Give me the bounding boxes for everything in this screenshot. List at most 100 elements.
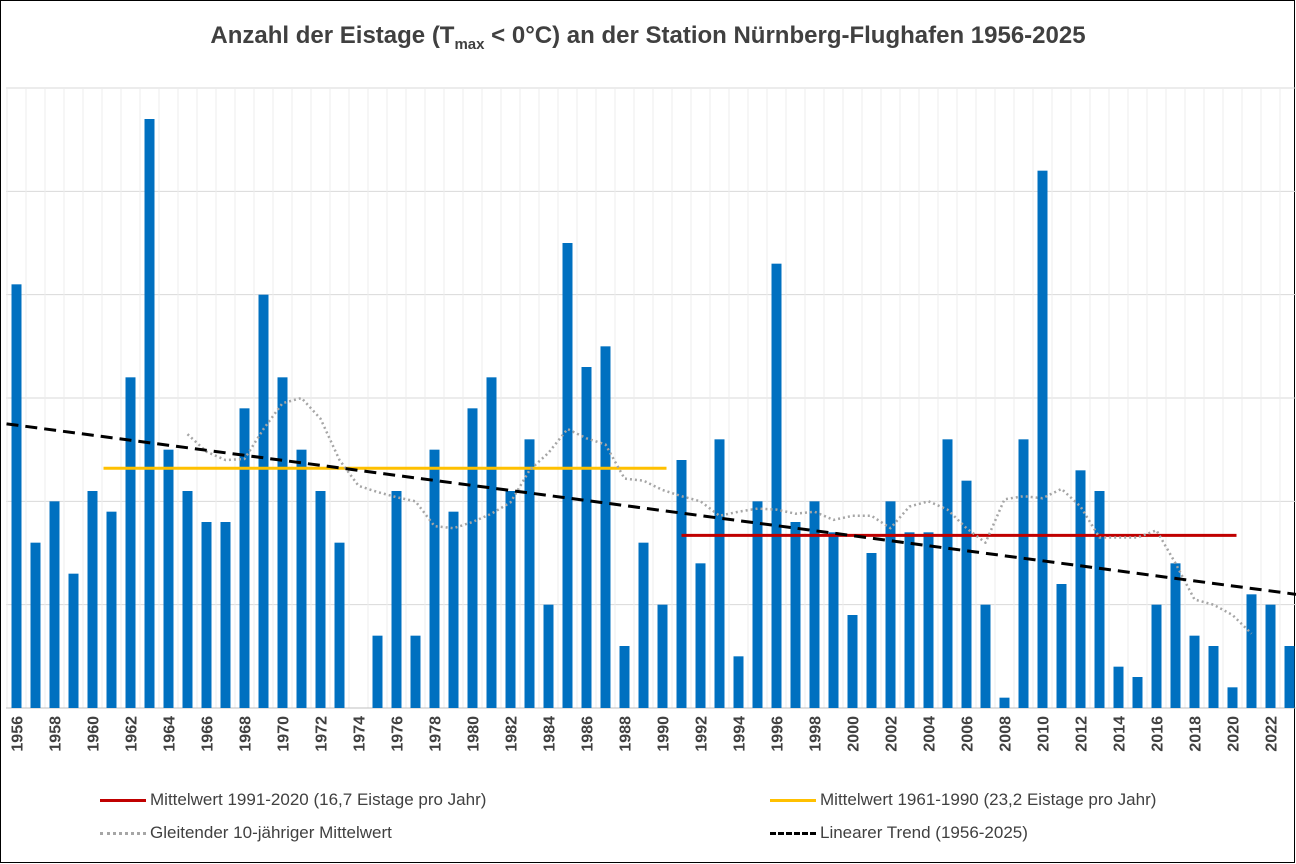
legend-swatch-yellow [770, 798, 816, 802]
bar-2012 [1075, 470, 1086, 708]
bar-1998 [809, 501, 820, 708]
bar-1983 [524, 439, 535, 708]
x-tick-label: 2012 [1074, 716, 1091, 752]
legend-label-moving-average: Gleitender 10-jähriger Mittelwert [150, 823, 392, 842]
bar-1972 [315, 491, 326, 708]
bar-1968 [239, 408, 250, 708]
legend-label-trend: Linearer Trend (1956-2025) [820, 823, 1028, 842]
bar-1993 [714, 439, 725, 708]
bar-1962 [125, 377, 136, 708]
bar-1984 [543, 604, 554, 708]
legend-label-mean-1991-2020: Mittelwert 1991-2020 (16,7 Eistage pro J… [150, 790, 487, 809]
x-tick-label: 2022 [1264, 716, 1281, 752]
x-tick-label: 1962 [124, 716, 141, 752]
legend-mean-1961-1990: Mittelwert 1961-1990 (23,2 Eistage pro J… [770, 790, 1156, 810]
bar-1999 [828, 532, 839, 708]
bar-1977 [410, 635, 421, 708]
legend-label-mean-1961-1990: Mittelwert 1961-1990 (23,2 Eistage pro J… [820, 790, 1157, 809]
x-tick-label: 1996 [770, 716, 787, 752]
bar-2002 [885, 501, 896, 708]
bar-2005 [942, 439, 953, 708]
bar-1960 [87, 491, 98, 708]
bar-2008 [999, 697, 1010, 708]
bar-1996 [771, 263, 782, 708]
x-tick-label: 1958 [48, 716, 65, 752]
bar-2006 [961, 480, 972, 708]
legend-swatch-dotted [100, 831, 146, 835]
bar-2003 [904, 532, 915, 708]
x-tick-label: 1960 [86, 716, 103, 752]
bar-2018 [1189, 635, 1200, 708]
x-tick-label: 2010 [1036, 716, 1053, 752]
bar-1991 [676, 460, 687, 708]
bar-2011 [1056, 584, 1067, 708]
bar-2014 [1113, 666, 1124, 708]
x-tick-label: 1994 [732, 716, 749, 752]
x-tick-label: 1956 [10, 716, 27, 752]
bar-1956 [11, 284, 22, 708]
x-tick-label: 2008 [998, 716, 1015, 752]
title-main: Anzahl der Eistage (T [210, 22, 455, 49]
bar-2010 [1037, 170, 1048, 708]
bar-2021 [1246, 594, 1257, 708]
bar-1975 [372, 635, 383, 708]
x-tick-label: 1982 [504, 716, 521, 752]
bar-1989 [638, 542, 649, 708]
bar-2004 [923, 532, 934, 708]
bar-2016 [1151, 604, 1162, 708]
legend-trend: Linearer Trend (1956-2025) [770, 823, 1028, 843]
bar-1969 [258, 294, 269, 708]
x-tick-label: 1976 [390, 716, 407, 752]
legend-swatch-red [100, 798, 146, 802]
title-subscript: max [454, 35, 485, 53]
title-rest: < 0°C) an der Station Nürnberg-Flughafen… [484, 22, 1086, 49]
bar-2000 [847, 615, 858, 708]
bar-1966 [201, 522, 212, 708]
x-tick-label: 2006 [960, 716, 977, 752]
bar-1978 [429, 449, 440, 708]
linear-trend-line [6, 422, 1296, 596]
bar-1967 [220, 522, 231, 708]
bar-2017 [1170, 563, 1181, 708]
bar-1961 [106, 511, 117, 708]
gridlines [6, 87, 1296, 709]
x-tick-label: 1984 [542, 716, 559, 752]
bar-1987 [600, 346, 611, 708]
legend-moving-average: Gleitender 10-jähriger Mittelwert [100, 823, 392, 843]
x-tick-label: 2014 [1112, 716, 1129, 752]
x-tick-label: 1990 [656, 716, 673, 752]
x-tick-label: 2000 [846, 716, 863, 752]
bar-2023 [1284, 646, 1295, 708]
x-tick-label: 2004 [922, 716, 939, 752]
legend-mean-1991-2020: Mittelwert 1991-2020 (16,7 Eistage pro J… [100, 790, 486, 810]
bar-1990 [657, 604, 668, 708]
bar-1970 [277, 377, 288, 708]
bar-1964 [163, 449, 174, 708]
x-tick-labels: 1956 1958 1960 1962 1964 1966 1968 1970 1972 1974… [10, 716, 1281, 752]
bar-2022 [1265, 604, 1276, 708]
bar-2015 [1132, 677, 1143, 708]
x-tick-label: 1998 [808, 716, 825, 752]
bar-1971 [296, 449, 307, 708]
x-tick-label: 1992 [694, 716, 711, 752]
moving-average-line [186, 396, 1253, 635]
x-tick-label: 1968 [238, 716, 255, 752]
overlay-lines [6, 396, 1296, 635]
x-tick-label: 1972 [314, 716, 331, 752]
bar-1994 [733, 656, 744, 708]
x-tick-label: 2016 [1150, 716, 1167, 752]
legend-swatch-dashed [770, 831, 816, 835]
bar-2020 [1227, 687, 1238, 708]
x-tick-label: 1986 [580, 716, 597, 752]
x-tick-label: 1988 [618, 716, 635, 752]
x-tick-label: 2018 [1188, 716, 1205, 752]
bar-1981 [486, 377, 497, 708]
x-tick-label: 1980 [466, 716, 483, 752]
bar-2007 [980, 604, 991, 708]
bar-1986 [581, 367, 592, 708]
x-tick-label: 1964 [162, 716, 179, 752]
bar-1980 [467, 408, 478, 708]
x-tick-label: 2020 [1226, 716, 1243, 752]
bar-1997 [790, 522, 801, 708]
